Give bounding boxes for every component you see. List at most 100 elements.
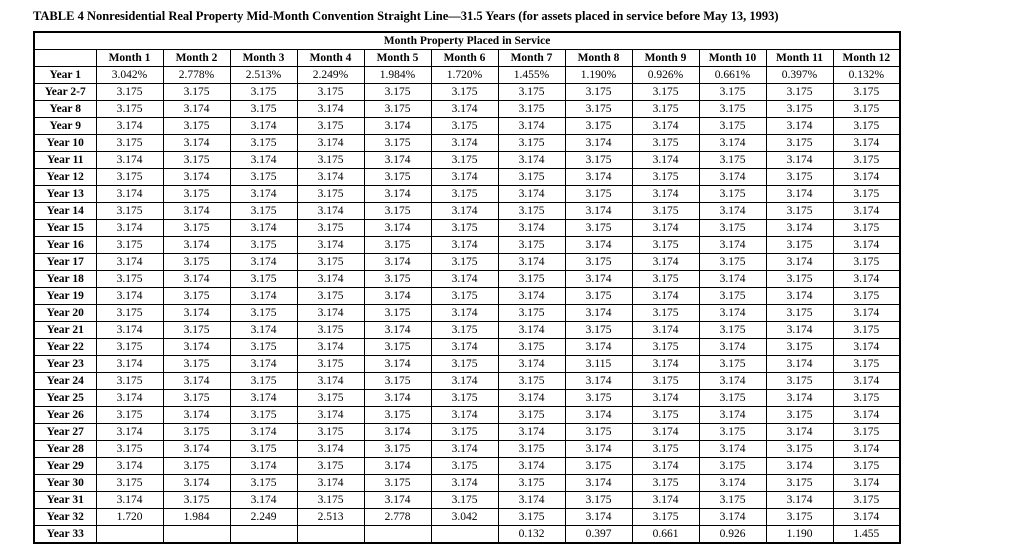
cell: 3.175 (162, 389, 231, 407)
cell: 3.175 (162, 423, 231, 441)
cell: 3.175 (564, 151, 633, 169)
row-label: Year 1 (33, 66, 97, 84)
cell: 3.175 (698, 100, 767, 118)
cell: 3.174 (95, 423, 164, 441)
cell: 3.175 (229, 372, 298, 390)
cell: 3.174 (765, 151, 834, 169)
column-header-month-7: Month 7 (497, 49, 566, 67)
cell: 3.174 (631, 321, 700, 339)
cell: 3.175 (765, 304, 834, 322)
cell: 3.174 (296, 406, 365, 424)
table-row: Year 28 3.175 3.174 3.175 3.174 3.175 3.174 3.1… (33, 440, 901, 458)
cell: 3.174 (832, 304, 901, 322)
cell: 3.175 (229, 236, 298, 254)
cell: 3.174 (162, 134, 231, 152)
cell: 3.175 (765, 100, 834, 118)
cell: 3.174 (430, 440, 499, 458)
cell: 3.174 (765, 287, 834, 305)
row-label: Year 19 (33, 287, 97, 305)
cell: 3.174 (363, 151, 432, 169)
cell: 3.175 (698, 491, 767, 509)
document-page: TABLE 4 Nonresidential Real Property Mid… (0, 9, 1015, 544)
cell: 3.174 (631, 491, 700, 509)
cell: 3.174 (497, 457, 566, 475)
table-row: Year 19 3.174 3.175 3.174 3.175 3.174 3.175 3.1… (33, 287, 901, 305)
cell: 0.926% (631, 66, 700, 84)
cell: 3.174 (698, 474, 767, 492)
cell: 3.175 (363, 338, 432, 356)
cell: 3.174 (363, 219, 432, 237)
cell: 3.175 (95, 270, 164, 288)
table-row: Year 16 3.175 3.174 3.175 3.174 3.175 3.174 3.1… (33, 236, 901, 254)
cell: 3.175 (229, 338, 298, 356)
cell: 3.175 (296, 355, 365, 373)
cell: 3.174 (832, 508, 901, 526)
cell: 3.175 (698, 117, 767, 135)
cell: 3.174 (564, 338, 633, 356)
row-label: Year 13 (33, 185, 97, 203)
cell: 3.175 (162, 253, 231, 271)
cell: 3.175 (765, 134, 834, 152)
cell: 3.174 (564, 440, 633, 458)
cell: 3.174 (497, 253, 566, 271)
table-row: Year 33 0.132 0.397 0.661 0.926 1.190 1.455 (33, 525, 901, 544)
cell: 3.174 (430, 270, 499, 288)
cell: 3.175 (631, 168, 700, 186)
cell: 3.175 (564, 185, 633, 203)
cell: 3.174 (564, 134, 633, 152)
row-label: Year 30 (33, 474, 97, 492)
cell: 3.174 (832, 134, 901, 152)
cell: 3.175 (296, 491, 365, 509)
cell: 3.175 (765, 474, 834, 492)
cell: 3.175 (564, 287, 633, 305)
cell: 3.175 (95, 202, 164, 220)
cell: 3.174 (95, 185, 164, 203)
cell: 3.175 (698, 151, 767, 169)
cell: 3.174 (296, 474, 365, 492)
cell: 3.174 (162, 100, 231, 118)
cell: 3.174 (564, 168, 633, 186)
cell: 3.175 (95, 100, 164, 118)
cell: 3.174 (162, 338, 231, 356)
cell: 3.175 (296, 389, 365, 407)
cell: 3.174 (698, 270, 767, 288)
cell: 1.720% (430, 66, 499, 84)
row-label: Year 24 (33, 372, 97, 390)
row-label: Year 9 (33, 117, 97, 135)
table-row: Year 24 3.175 3.174 3.175 3.174 3.175 3.174 3.1… (33, 372, 901, 390)
cell: 3.174 (765, 491, 834, 509)
row-label: Year 27 (33, 423, 97, 441)
cell: 3.174 (363, 491, 432, 509)
cell: 3.174 (698, 508, 767, 526)
cell: 3.174 (296, 168, 365, 186)
cell: 3.174 (497, 321, 566, 339)
row-label: Year 15 (33, 219, 97, 237)
cell: 3.175 (95, 168, 164, 186)
cell: 3.174 (95, 389, 164, 407)
cell (296, 525, 365, 544)
cell: 3.174 (698, 202, 767, 220)
table-row: Year 8 3.175 3.174 3.175 3.174 3.175 3.174 3.17… (33, 100, 901, 118)
cell (95, 525, 164, 544)
cell: 3.174 (296, 270, 365, 288)
cell: 3.175 (765, 406, 834, 424)
row-label: Year 31 (33, 491, 97, 509)
cell: 3.174 (631, 185, 700, 203)
row-label: Year 16 (33, 236, 97, 254)
cell: 3.175 (229, 270, 298, 288)
cell: 3.174 (296, 304, 365, 322)
cell: 3.174 (296, 338, 365, 356)
table-row: Year 11 3.174 3.175 3.174 3.175 3.174 3.175 3.1… (33, 151, 901, 169)
depreciation-table: Month Property Placed in Service Month 1… (33, 31, 902, 544)
row-label: Year 29 (33, 457, 97, 475)
cell: 3.175 (564, 253, 633, 271)
cell: 3.175 (229, 406, 298, 424)
cell: 3.174 (229, 321, 298, 339)
cell: 3.175 (765, 270, 834, 288)
cell: 3.175 (765, 83, 834, 101)
cell: 3.175 (229, 440, 298, 458)
cell: 3.175 (430, 185, 499, 203)
cell: 3.174 (162, 372, 231, 390)
cell: 3.174 (229, 355, 298, 373)
cell: 3.174 (832, 168, 901, 186)
